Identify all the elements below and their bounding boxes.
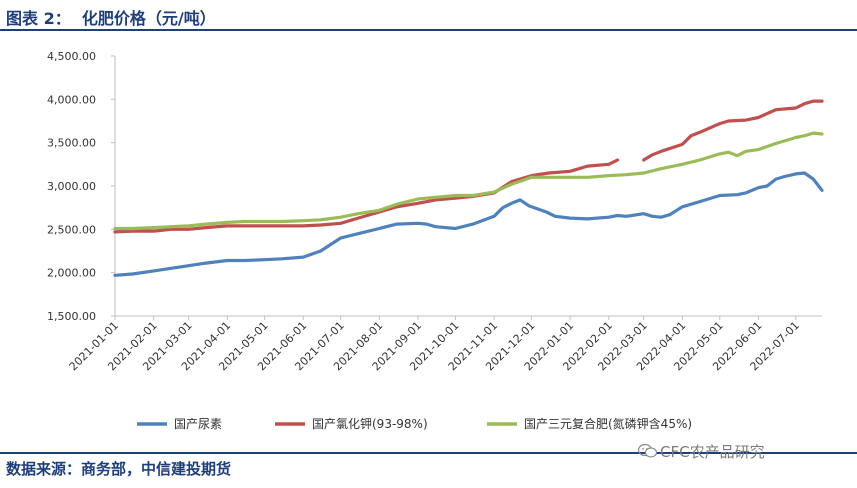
legend-label: 国产氯化钾(93-98%) [312,417,428,431]
line-chart: 1,500.00 2,000.00 2,500.00 3,000.00 3,500.00… [47,50,824,431]
legend-label: 国产尿素 [174,417,222,431]
y-tick-label: 3,000.00 [47,180,96,193]
header-divider [0,29,857,31]
legend-label: 国产三元复合肥(氮磷钾含45%) [524,416,692,431]
x-axis: 2021-01-012021-02-012021-03-012021-04-01… [67,315,822,373]
legend: 国产尿素 国产氯化钾(93-98%) 国产三元复合肥(氮磷钾含45%) [137,416,692,431]
y-tick-label: 2,000.00 [47,267,96,280]
y-tick-label: 3,500.00 [47,137,96,150]
chart-title: 图表 2： 化肥价格（元/吨） [6,9,216,28]
y-tick-label: 2,500.00 [47,223,96,236]
watermark-text: CFC农产品研究 [660,443,765,461]
series-lines [113,99,824,277]
series-line-1 [642,99,824,162]
footer-divider [0,452,857,454]
y-tick-label: 1,500.00 [47,310,96,323]
series-line-0 [113,171,824,277]
wechat-icon [638,443,658,458]
y-axis: 1,500.00 2,000.00 2,500.00 3,000.00 3,500.00… [47,50,116,323]
y-tick-label: 4,000.00 [47,93,96,106]
series-line-1 [113,158,620,234]
data-source: 数据来源：商务部，中信建投期货 [6,460,232,478]
y-tick-label: 4,500.00 [47,50,96,63]
series-line-2 [113,131,824,231]
